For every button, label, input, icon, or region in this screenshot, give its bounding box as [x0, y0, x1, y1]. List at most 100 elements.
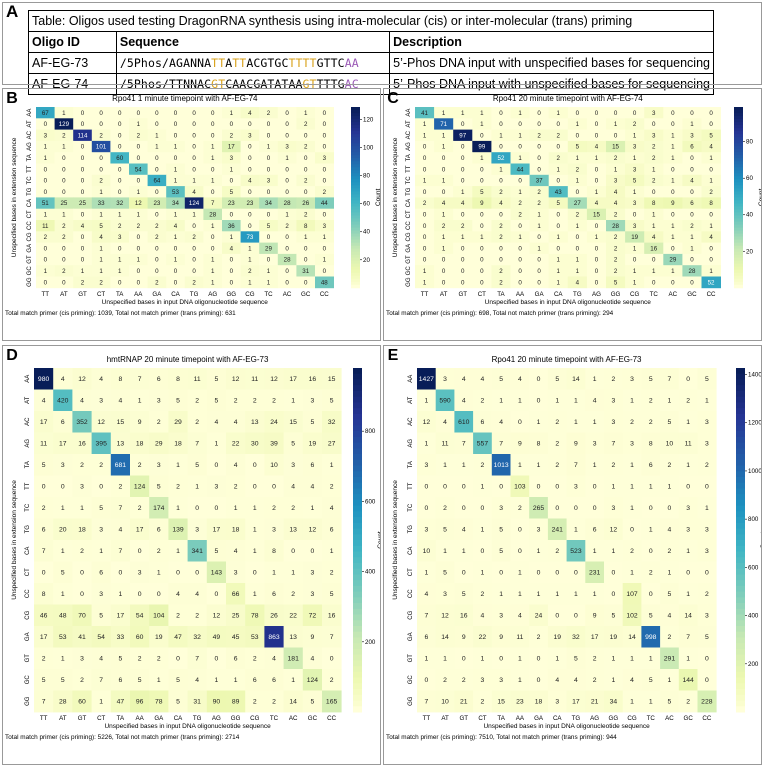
heatmap-cell — [529, 220, 550, 232]
cell-label: 4 — [272, 656, 276, 663]
cell-label: 181 — [288, 656, 300, 663]
heatmap-cell — [168, 561, 188, 584]
cell-label: 2 — [518, 200, 522, 207]
heatmap-cell — [34, 389, 54, 412]
cell-label: 8 — [42, 591, 46, 598]
heatmap-cell — [510, 389, 530, 412]
cell-label: 78 — [155, 699, 163, 706]
cell-label: 1 — [248, 245, 252, 252]
header-oligo-id: Oligo ID — [28, 31, 117, 53]
heatmap-cell — [415, 186, 435, 198]
colorbar-segment — [351, 110, 360, 114]
heatmap-cell — [187, 432, 208, 455]
heatmap-cell — [91, 152, 111, 164]
heatmap-cell — [491, 604, 511, 627]
cell-label: 3 — [499, 677, 503, 684]
heatmap-cell — [660, 604, 680, 627]
colorbar-tick-label: 400 — [748, 613, 759, 620]
heatmap-cell — [473, 669, 493, 691]
heatmap-cell — [434, 174, 454, 187]
heatmap-cell — [644, 107, 664, 119]
colorbar-segment — [351, 131, 360, 135]
colorbar-segment — [351, 125, 360, 129]
cell-label: 1 — [424, 656, 428, 663]
cell-label: 14 — [572, 376, 580, 383]
cell-label: 0 — [157, 591, 161, 598]
cell-label: 0 — [537, 234, 541, 241]
heatmap-cell — [663, 242, 683, 255]
cell-label: 0 — [285, 189, 289, 196]
cell-label: 5 — [291, 441, 295, 448]
heatmap-cell — [491, 186, 511, 198]
cell-label: 89 — [232, 699, 240, 706]
cell-label: 21 — [591, 699, 599, 706]
heatmap-cell — [206, 389, 227, 412]
cell-label: 34 — [265, 200, 272, 207]
heatmap-cell — [548, 152, 569, 164]
heatmap-cell — [644, 152, 664, 164]
heatmap-cell — [259, 276, 279, 289]
heatmap-cell — [529, 411, 549, 433]
heatmap-cell — [264, 604, 284, 627]
heatmap-cell — [110, 186, 130, 198]
heatmap-cell — [259, 208, 279, 221]
heatmap-cell — [697, 669, 717, 691]
cell-label: 16 — [309, 376, 317, 383]
x-tick-label: AC — [283, 291, 292, 298]
heatmap-cell — [701, 118, 721, 130]
cell-label: 0 — [176, 570, 180, 577]
colorbar-segment — [734, 176, 743, 180]
cell-label: 0 — [174, 110, 178, 117]
heatmap-cell — [586, 140, 607, 153]
colorbar-segment — [736, 700, 745, 707]
cell-label: 1 — [557, 279, 561, 286]
cell-label: 1 — [611, 484, 615, 491]
cell-label: 2 — [62, 234, 66, 241]
heatmap-cell — [259, 265, 279, 277]
cell-label: 3 — [195, 527, 199, 534]
cell-label: 1 — [595, 155, 599, 162]
heatmap-cell — [454, 518, 474, 541]
heatmap-cell — [206, 690, 227, 713]
heatmap-cell — [435, 540, 455, 562]
cell-label: 28 — [689, 268, 696, 275]
heatmap-cell — [72, 669, 92, 691]
cell-label: 0 — [499, 212, 503, 219]
cell-label: 3 — [686, 527, 690, 534]
cell-label: 44 — [517, 166, 524, 173]
heatmap-cell — [283, 454, 304, 476]
cell-label: 18 — [78, 527, 86, 534]
colorbar-segment — [351, 194, 360, 198]
heatmap-cell — [641, 497, 661, 519]
cell-label: 2 — [614, 234, 618, 241]
cell-label: 1 — [480, 234, 484, 241]
heatmap-cell — [245, 647, 265, 670]
heatmap-cell — [203, 197, 223, 210]
cell-label: 2 — [652, 144, 656, 151]
heatmap-cell — [701, 174, 721, 187]
heatmap-cell — [510, 220, 530, 232]
heatmap-cell — [147, 265, 167, 277]
heatmap-cell — [147, 163, 167, 176]
cell-label: 2 — [614, 212, 618, 219]
cell-label: 47 — [174, 634, 182, 641]
heatmap-cell — [585, 690, 605, 713]
heatmap-cell — [203, 152, 223, 164]
heatmap-cell — [149, 432, 169, 455]
heatmap-cell — [168, 475, 188, 498]
heatmap-cell — [663, 140, 683, 153]
cell-label: 1 — [630, 656, 634, 663]
heatmap-cell — [147, 197, 167, 210]
cell-label: 3 — [61, 462, 65, 469]
cell-label: 0 — [649, 548, 653, 555]
heatmap-cell — [606, 265, 626, 277]
cell-label: 0 — [137, 279, 141, 286]
heatmap-cell — [110, 647, 131, 670]
heatmap-cell — [585, 669, 605, 691]
oligo-table: Table: Oligos used testing DragonRNA syn… — [28, 10, 714, 95]
colorbar-segment — [351, 119, 360, 123]
cell-label: 34 — [610, 699, 618, 706]
cell-label: 1 — [423, 121, 427, 128]
heatmap-cell — [625, 242, 645, 255]
x-tick-label: GG — [609, 715, 619, 722]
